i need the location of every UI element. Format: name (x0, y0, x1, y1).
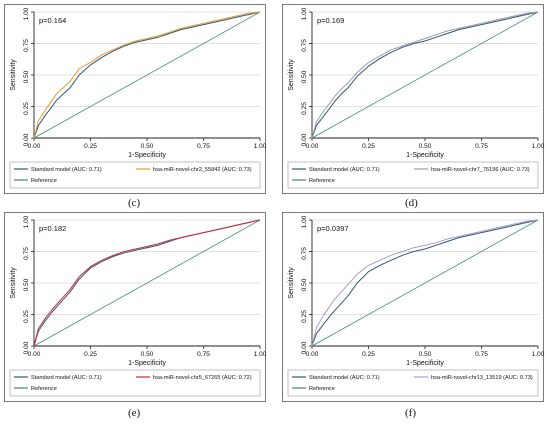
roc-panel-e: 0.00 0.25 0.50 0.75 1.00 0.00 0.25 0.50 0.75 1.00… (4, 212, 267, 402)
y-tick-label: 0.25 (301, 102, 308, 115)
x-axis-title: 1-Specificity (128, 152, 166, 159)
panel-caption-e: (e) (128, 407, 141, 419)
x-tick-label: 0.00 (28, 351, 41, 358)
x-tick-label: 1.00 (532, 143, 545, 150)
panel-caption-f: (f) (405, 407, 416, 419)
y-tick-label: 0.75 (23, 39, 30, 52)
series-line-standard-model-auc-0-71 (311, 11, 539, 139)
y-tick-label: 0.75 (301, 39, 308, 52)
legend-label: Standard model (AUC: 0.71) (31, 375, 102, 381)
legend-label: Reference (309, 386, 335, 392)
y-axis-title: Sensitivity (288, 59, 295, 91)
series-line-hsa-mir-novel-chr13-13519-auc-0-73 (311, 219, 539, 347)
y-tick-label: 0.50 (23, 70, 30, 83)
x-tick-label: 0.00 (306, 143, 319, 150)
y-tick-label: 1.00 (301, 215, 308, 228)
roc-panel-c: 0.00 0.25 0.50 0.75 1.00 0.00 0.25 0.50 0.75 1.00… (4, 4, 267, 194)
legend-label: Reference (31, 386, 57, 392)
y-tick-label: 0.00 (301, 341, 308, 354)
y-axis-title: Sensitivity (288, 267, 295, 299)
legend-label: hsa-miR-novel-chr7_76196 (AUC: 0.73) (431, 167, 530, 173)
series-line-standard-model-auc-0-71 (311, 219, 539, 347)
legend-box (9, 161, 261, 189)
y-tick-label: 0.75 (301, 247, 308, 260)
x-tick-label: 1.00 (254, 351, 267, 358)
series-line-reference (33, 219, 261, 347)
y-tick-label: 0.00 (301, 133, 308, 146)
x-tick-label: 0.75 (197, 143, 210, 150)
x-tick-label: 1.00 (532, 351, 545, 358)
series-line-reference (311, 219, 539, 347)
y-tick-label: 0.25 (23, 102, 30, 115)
y-tick-label: 0.75 (23, 247, 30, 260)
series-line-hsa-mir-novel-chr5-67265-auc-0-72 (33, 219, 261, 347)
y-tick-label: 0.00 (23, 133, 30, 146)
x-tick-label: 0.50 (141, 351, 154, 358)
y-axis-title: Sensitivity (10, 59, 17, 91)
series-line-reference (311, 11, 539, 139)
y-tick-label: 0.25 (301, 310, 308, 323)
x-tick-label: 0.75 (475, 143, 488, 150)
x-tick-label: 0.50 (419, 143, 432, 150)
y-tick-label: 0.50 (23, 278, 30, 291)
legend-label: hsa-miR-novel-chr5_67265 (AUC: 0.72) (153, 375, 252, 381)
series-line-reference (33, 11, 261, 139)
legend-box (287, 161, 539, 189)
y-tick-label: 1.00 (23, 215, 30, 228)
legend-label: hsa-miR-novel-chr2_55842 (AUC: 0.73) (153, 167, 252, 173)
x-tick-label: 0.75 (475, 351, 488, 358)
legend-label: Standard model (AUC: 0.71) (31, 167, 102, 173)
series-line-hsa-mir-novel-chr2-55842-auc-0-73 (33, 11, 261, 139)
panel-caption-c: (c) (128, 197, 141, 209)
y-tick-label: 0.50 (301, 278, 308, 291)
x-tick-label: 0.50 (419, 351, 432, 358)
x-axis-title: 1-Specificity (406, 360, 444, 367)
roc-chart-svg: 0.00 0.25 0.50 0.75 1.00 0.00 0.25 0.50 0.75 1.00… (4, 212, 267, 402)
y-axis-title: Sensitivity (10, 267, 17, 299)
legend-label: Standard model (AUC: 0.71) (309, 167, 380, 173)
y-tick-label: 0.25 (23, 310, 30, 323)
roc-panel-f: 0.00 0.25 0.50 0.75 1.00 0.00 0.25 0.50 0.75 1.00… (282, 212, 545, 402)
x-tick-label: 0.25 (84, 143, 97, 150)
x-axis-title: 1-Specificity (128, 360, 166, 367)
roc-chart-svg: 0.00 0.25 0.50 0.75 1.00 0.00 0.25 0.50 0.75 1.00… (282, 212, 545, 402)
roc-panel-d: 0.00 0.25 0.50 0.75 1.00 0.00 0.25 0.50 0.75 1.00… (282, 4, 545, 194)
roc-chart-svg: 0.00 0.25 0.50 0.75 1.00 0.00 0.25 0.50 0.75 1.00… (4, 4, 267, 194)
y-tick-label: 1.00 (23, 7, 30, 20)
x-tick-label: 0.00 (28, 143, 41, 150)
legend-label: Standard model (AUC: 0.71) (309, 375, 380, 381)
p-value-label: p=0.182 (39, 224, 66, 233)
x-axis-title: 1-Specificity (406, 152, 444, 159)
panel-caption-d: (d) (405, 197, 418, 209)
x-tick-label: 1.00 (254, 143, 267, 150)
y-tick-label: 0.50 (301, 70, 308, 83)
x-tick-label: 0.25 (84, 351, 97, 358)
series-line-standard-model-auc-0-71 (33, 11, 261, 139)
series-line-hsa-mir-novel-chr7-76196-auc-0-73 (311, 11, 539, 139)
legend-label: hsa-miR-novel-chr13_13519 (AUC: 0.73) (431, 375, 533, 381)
p-value-label: p=0.0397 (317, 224, 349, 233)
x-tick-label: 0.25 (362, 143, 375, 150)
legend-label: Reference (309, 178, 335, 184)
y-tick-label: 1.00 (301, 7, 308, 20)
x-tick-label: 0.50 (141, 143, 154, 150)
legend-label: Reference (31, 178, 57, 184)
p-value-label: p=0.169 (317, 16, 344, 25)
x-tick-label: 0.75 (197, 351, 210, 358)
y-tick-label: 0.00 (23, 341, 30, 354)
legend-box (9, 369, 261, 397)
roc-chart-svg: 0.00 0.25 0.50 0.75 1.00 0.00 0.25 0.50 0.75 1.00… (282, 4, 545, 194)
legend-box (287, 369, 539, 397)
p-value-label: p=0.164 (39, 16, 66, 25)
x-tick-label: 0.00 (306, 351, 319, 358)
x-tick-label: 0.25 (362, 351, 375, 358)
